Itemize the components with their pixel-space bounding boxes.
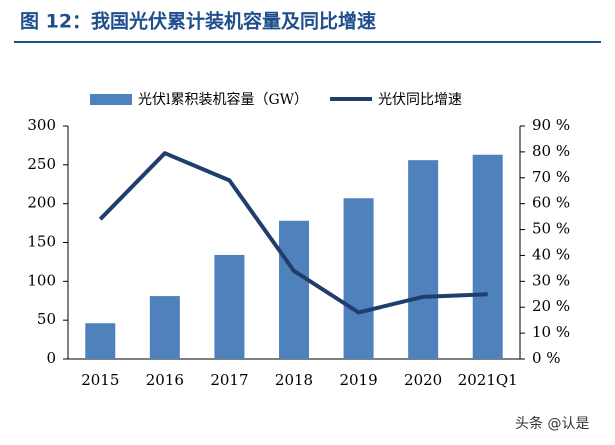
x-tick-label: 2018 — [275, 371, 313, 389]
y2-tick-label: 0 % — [532, 349, 561, 367]
line — [98, 151, 488, 315]
legend-label: 光伏同比增速 — [378, 92, 462, 108]
y-tick-label: 250 — [27, 155, 56, 173]
y-tick-label: 50 — [37, 310, 56, 328]
y-tick-label: 100 — [27, 271, 56, 289]
bar — [343, 198, 374, 359]
y2-tick-label: 30 % — [532, 271, 570, 289]
y2-tick-label: 90 % — [532, 116, 570, 134]
y2-tick-label: 70 % — [532, 168, 570, 186]
y2-tick-label: 10 % — [532, 323, 570, 341]
y2-tick-label: 40 % — [532, 245, 570, 263]
bar — [408, 160, 439, 359]
legend-swatch — [90, 94, 132, 105]
y-tick-label: 0 — [46, 349, 56, 367]
watermark: 头条 @认是 — [515, 415, 589, 432]
x-tick-label: 2021Q1 — [458, 371, 518, 389]
x-tick-label: 2020 — [404, 371, 442, 389]
bar — [149, 296, 180, 359]
x-tick-label: 2016 — [146, 371, 184, 389]
y2-tick-label: 60 % — [532, 194, 570, 212]
bar — [472, 154, 503, 359]
x-tick-label: 2015 — [81, 371, 119, 389]
y2-tick-label: 50 % — [532, 220, 570, 238]
y2-tick-label: 80 % — [532, 142, 570, 160]
y2-tick-label: 20 % — [532, 297, 570, 315]
x-tick-label: 2017 — [210, 371, 248, 389]
y-tick-label: 200 — [27, 194, 56, 212]
chart-title: 图 12：我国光伏累计装机容量及同比增速 — [20, 10, 376, 33]
legend-label: 光伏l累积装机容量（GW） — [138, 91, 308, 108]
bar — [214, 254, 245, 359]
bar — [279, 220, 309, 359]
y-tick-label: 150 — [27, 233, 56, 251]
y-tick-label: 300 — [27, 116, 56, 134]
bar — [85, 323, 116, 359]
x-tick-label: 2019 — [339, 371, 377, 389]
